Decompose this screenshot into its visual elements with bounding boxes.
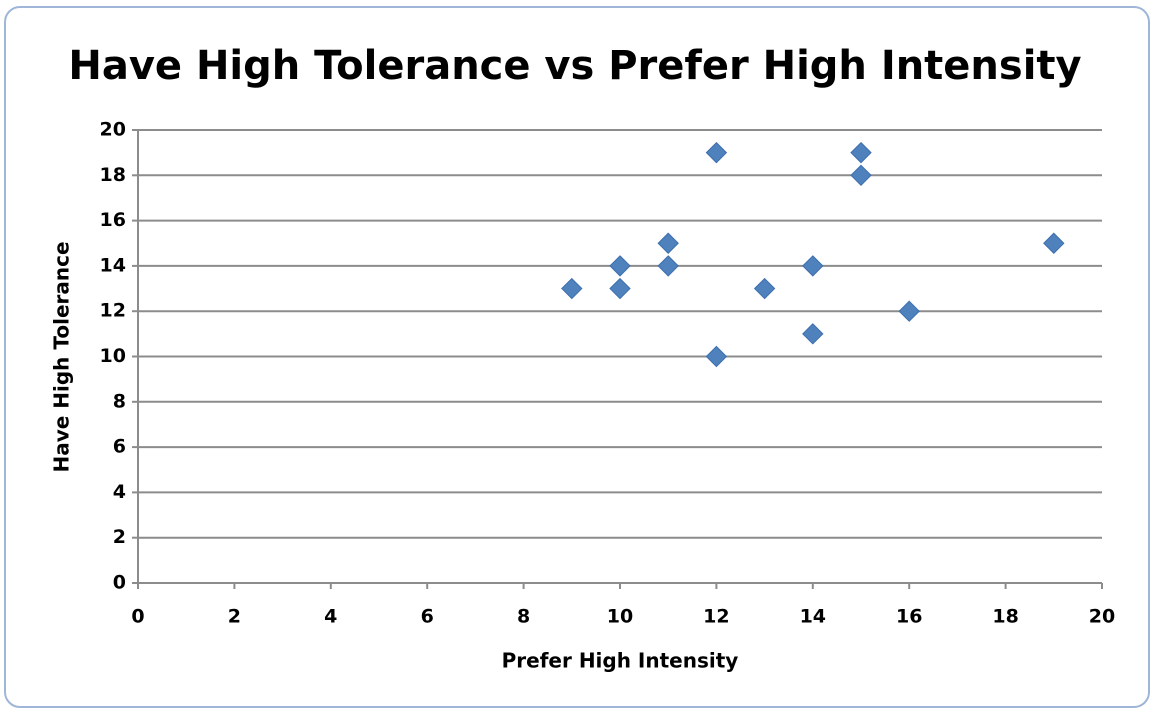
y-tick-label: 18: [100, 164, 126, 186]
x-tick-label: 2: [228, 606, 241, 628]
y-tick-label: 6: [113, 436, 126, 458]
point: [802, 323, 824, 345]
point: [657, 232, 679, 254]
y-tick-label: 16: [100, 209, 126, 231]
point: [850, 164, 872, 187]
y-tick-label: 20: [100, 119, 126, 141]
x-axis-label: Prefer High Intensity: [502, 649, 739, 673]
y-tick-label: 12: [100, 300, 126, 322]
x-tick-label: 18: [992, 606, 1018, 628]
x-tick-label: 16: [896, 606, 922, 628]
x-tick-label: 20: [1089, 606, 1115, 628]
point: [1043, 232, 1065, 254]
y-axis-label: Have High Tolerance: [50, 241, 74, 472]
point: [850, 141, 872, 164]
point: [898, 300, 920, 322]
y-tick-label: 14: [100, 254, 126, 276]
chart-frame: [4, 6, 1150, 708]
point: [609, 277, 631, 300]
point: [753, 277, 776, 300]
y-tick-label: 10: [100, 345, 126, 367]
y-tick-label: 0: [113, 572, 126, 594]
y-tick-label: 4: [113, 481, 126, 503]
point: [609, 255, 631, 277]
point: [705, 345, 728, 368]
x-tick-label: 12: [703, 606, 729, 628]
x-tick-label: 14: [800, 606, 826, 628]
x-tick-label: 10: [607, 606, 633, 628]
point: [802, 255, 824, 277]
point: [561, 277, 583, 300]
x-tick-label: 8: [517, 606, 530, 628]
point: [657, 255, 679, 277]
point: [705, 141, 728, 164]
chart-title: Have High Tolerance vs Prefer High Inten…: [68, 43, 1081, 89]
y-tick-label: 8: [113, 390, 126, 412]
x-tick-label: 0: [131, 606, 144, 628]
x-tick-label: 6: [421, 606, 434, 628]
y-tick-label: 2: [113, 526, 126, 548]
x-tick-label: 4: [324, 606, 337, 628]
